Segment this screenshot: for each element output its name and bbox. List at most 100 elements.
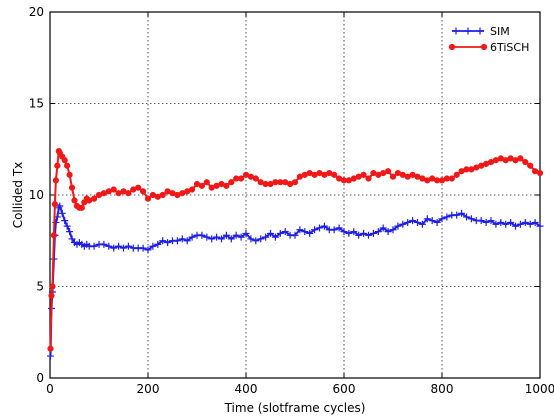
data-point-sim (482, 218, 490, 226)
data-point-sim (414, 218, 421, 226)
data-point-6tisch (135, 184, 142, 191)
data-point-sim (340, 228, 348, 236)
data-point-sim (213, 233, 221, 241)
data-point-sim (306, 229, 314, 237)
data-point-6tisch (66, 171, 73, 178)
data-point-sim (227, 235, 235, 243)
legend-label-6tisch: 6TiSCH (490, 41, 529, 54)
data-point-sim (124, 242, 132, 250)
data-point-sim (389, 226, 397, 234)
data-point-sim (365, 231, 372, 239)
data-point-sim (423, 215, 431, 223)
data-point-6tisch (189, 186, 196, 193)
data-point-sim (257, 235, 265, 243)
data-point-sim (276, 229, 284, 237)
data-point-6tisch (228, 179, 235, 186)
data-point-sim (487, 217, 495, 225)
x-tick-label: 800 (431, 382, 454, 396)
data-point-sim (66, 228, 74, 236)
legend-marker-point (452, 27, 460, 35)
series-line-sim (49, 204, 541, 357)
data-point-sim (291, 231, 299, 239)
data-point-sim (399, 220, 407, 228)
data-point-6tisch (78, 204, 85, 211)
data-point-sim (139, 244, 147, 252)
data-point-sim (316, 224, 323, 232)
data-point-6tisch (331, 171, 338, 178)
legend-item-6tisch: 6TiSCH (448, 41, 529, 54)
data-point-sim (222, 231, 230, 239)
data-point-sim (149, 242, 157, 250)
data-point-sim (497, 218, 505, 226)
data-point-sim (115, 242, 123, 250)
data-point-sim (521, 218, 529, 226)
data-point-6tisch (252, 175, 259, 182)
data-point-sim (105, 242, 113, 250)
data-point-sim (404, 218, 412, 226)
y-tick-label: 15 (29, 97, 44, 111)
data-point-sim (237, 233, 245, 241)
data-point-sim (56, 202, 64, 210)
data-point-sim (110, 244, 118, 252)
data-point-6tisch (360, 171, 367, 178)
data-point-sim (58, 209, 66, 217)
legend-marker-point (480, 43, 488, 51)
legend-marker-point (464, 27, 472, 35)
data-point-sim (164, 239, 172, 247)
data-point-6tisch (50, 232, 58, 239)
legend-marker-point (448, 43, 456, 51)
data-point-sim (183, 237, 191, 245)
data-point-6tisch (49, 283, 56, 290)
data-point-sim (301, 228, 309, 236)
data-point-6tisch (140, 188, 147, 195)
data-point-sim (330, 226, 338, 234)
data-point-sim (502, 220, 510, 228)
data-point-sim (526, 220, 534, 228)
data-point-6tisch (223, 182, 230, 189)
data-point-sim (267, 229, 274, 237)
data-point-sim (467, 215, 475, 223)
data-point-6tisch (389, 173, 397, 180)
data-point-6tisch (61, 157, 68, 164)
data-point-6tisch (238, 175, 245, 182)
y-axis-title: Collided Tx (11, 162, 25, 229)
data-point-sim (203, 233, 211, 241)
data-point-6tisch (291, 179, 299, 186)
data-point-6tisch (71, 197, 78, 204)
data-point-sim (281, 228, 289, 236)
data-point-sim (320, 222, 328, 230)
data-point-sim (477, 217, 485, 225)
data-point-6tisch (365, 175, 372, 182)
data-point-sim (173, 237, 181, 245)
data-point-6tisch (52, 177, 59, 184)
data-point-sim (68, 235, 76, 243)
y-tick-label: 0 (36, 371, 44, 385)
x-tick-label: 200 (137, 382, 160, 396)
data-point-sim (159, 237, 167, 245)
data-point-sim (492, 220, 500, 228)
data-point-sim (531, 218, 539, 226)
data-point-6tisch (536, 169, 544, 177)
data-point-sim (296, 226, 304, 234)
data-point-sim (360, 229, 368, 237)
legend-marker-point (476, 27, 484, 35)
data-point-sim (516, 220, 524, 228)
data-point-sim (438, 215, 446, 223)
data-point-sim (46, 352, 54, 360)
y-tick-label: 5 (36, 280, 44, 294)
data-point-sim (311, 226, 319, 234)
x-tick-label: 0 (46, 382, 54, 396)
data-point-sim (345, 229, 353, 237)
series-sim (46, 202, 544, 360)
legend-label-sim: SIM (490, 25, 510, 38)
data-point-sim (409, 217, 417, 225)
data-point-sim (394, 222, 402, 230)
data-point-6tisch (54, 162, 61, 169)
series-layer (46, 147, 544, 360)
data-point-sim (379, 224, 387, 232)
data-point-6tisch (203, 179, 210, 186)
data-point-sim (242, 229, 250, 237)
y-tick-label: 20 (29, 5, 44, 19)
x-axis-title: Time (slotframe cycles) (224, 401, 366, 415)
grid (50, 12, 540, 378)
